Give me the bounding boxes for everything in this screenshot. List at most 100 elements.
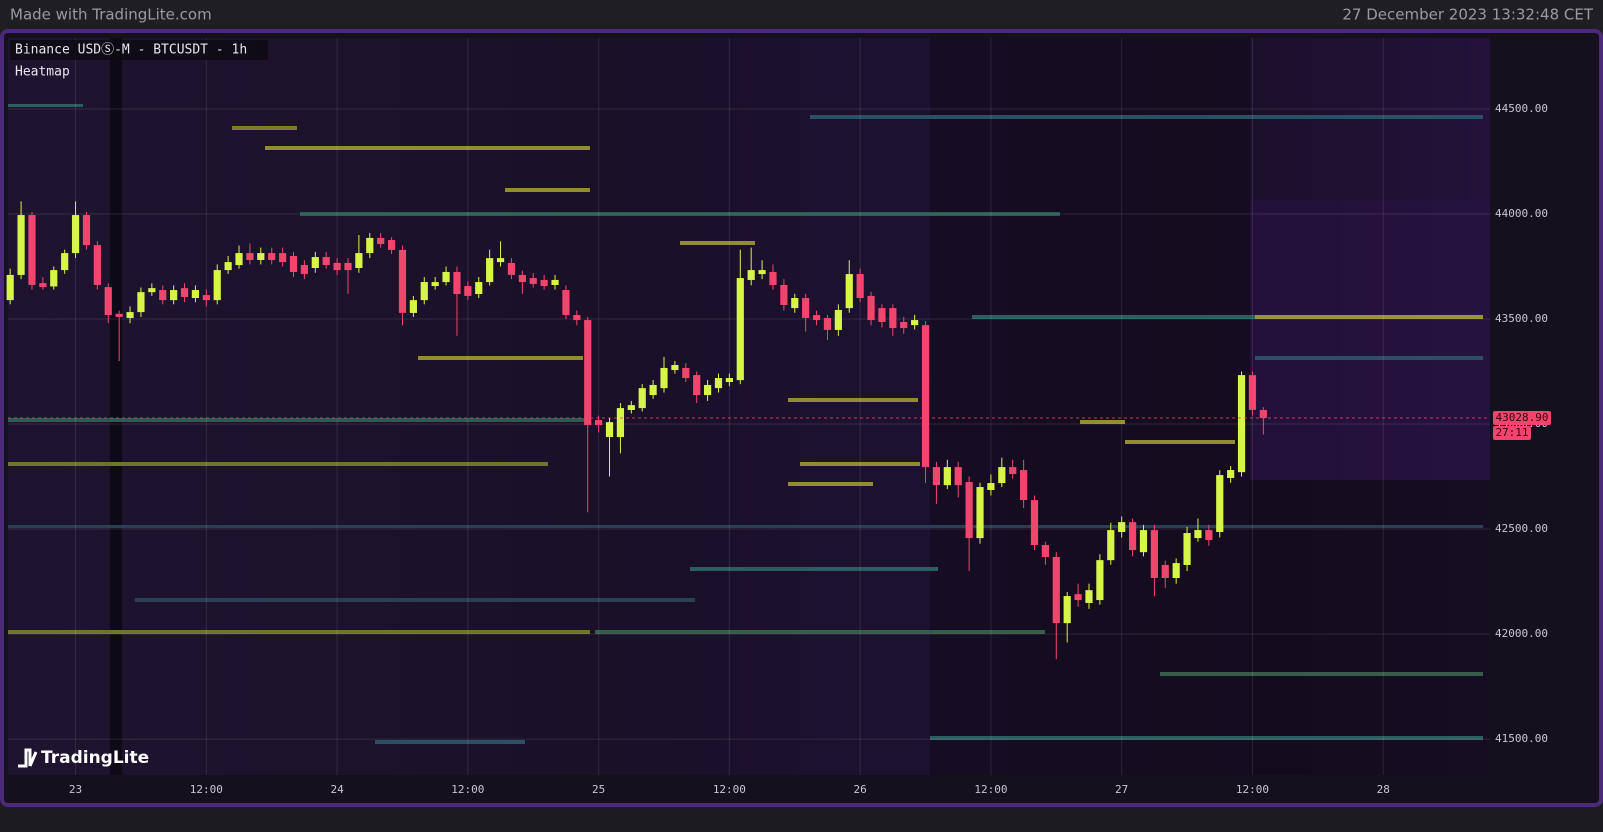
candles — [6, 201, 1490, 660]
candle-body — [518, 274, 526, 283]
candle-body — [1107, 530, 1115, 561]
candle-body — [1194, 530, 1202, 539]
chart-title: Binance USDⓈ-M - BTCUSDT - 1h — [15, 43, 247, 58]
brand-name: TradingLite — [41, 748, 149, 768]
candle-body — [693, 375, 701, 396]
candle-body — [1139, 530, 1148, 553]
candle-body — [93, 245, 101, 285]
candle-body — [224, 262, 232, 271]
heatmap-level — [690, 567, 938, 571]
candle-body — [279, 253, 287, 263]
x-tick-label: 25 — [592, 783, 605, 796]
candle-body — [529, 278, 537, 284]
candle-body — [584, 320, 592, 426]
heatmap-level — [300, 212, 1060, 216]
heatmap-level — [232, 126, 297, 130]
x-tick-label: 12:00 — [1236, 783, 1269, 796]
heatmap-level — [8, 104, 83, 107]
candle-body — [769, 271, 777, 285]
candle-body — [638, 388, 646, 409]
candle-body — [137, 292, 145, 313]
candle-body — [932, 467, 941, 486]
candle-body — [1183, 533, 1191, 565]
candle-body — [965, 482, 973, 539]
candle-body — [355, 253, 363, 268]
candle-body — [1030, 500, 1039, 546]
candle-body — [1172, 563, 1180, 578]
candle-body — [1128, 522, 1137, 551]
candle-body — [17, 215, 25, 275]
candle-body — [148, 288, 156, 293]
heatmap-level — [930, 736, 1483, 740]
candle-body — [366, 237, 374, 254]
countdown-tag — [1493, 425, 1531, 440]
candle-body — [900, 321, 908, 329]
x-tick-label: 24 — [330, 783, 344, 796]
candle-body — [180, 288, 189, 297]
title-bg — [10, 40, 268, 60]
candle-body — [333, 262, 341, 271]
candle-body — [431, 282, 439, 287]
heatmap-level — [8, 418, 588, 422]
heatmap-level — [8, 462, 548, 466]
heatmap-level — [265, 146, 590, 150]
candle-body — [1074, 594, 1082, 601]
candle-body — [703, 384, 712, 396]
heatmap-zone — [1250, 200, 1490, 480]
y-tick-label: 43500.00 — [1495, 312, 1548, 325]
candle-body — [954, 467, 962, 486]
candle-body — [725, 378, 733, 383]
heatmap-level — [972, 315, 1483, 319]
labels: 41500.0042000.0042500.0043000.0043500.00… — [69, 102, 1551, 796]
last-price-tag — [1493, 410, 1551, 425]
candle-body — [812, 315, 821, 321]
candle-body — [747, 270, 755, 280]
candle-body — [551, 279, 559, 285]
candle-body — [409, 300, 417, 313]
candle-body — [823, 317, 832, 330]
candle-body — [911, 320, 919, 326]
heatmap-level — [418, 356, 583, 360]
candle-body — [507, 262, 516, 275]
candle-body — [496, 258, 505, 263]
last-price-label: 43028.90 — [1496, 411, 1549, 424]
candle-body — [540, 279, 548, 287]
candle-body — [943, 467, 951, 486]
candle-body — [398, 249, 407, 313]
heatmap-zone — [1250, 480, 1490, 775]
candle-body — [82, 215, 91, 246]
candle-body — [311, 257, 319, 268]
x-tick-label: 23 — [69, 783, 82, 796]
candle-body — [246, 253, 254, 261]
candle-body — [126, 312, 134, 318]
candle-body — [322, 257, 330, 266]
x-tick-label: 26 — [854, 783, 867, 796]
heatmap-level — [1255, 315, 1483, 319]
chart-subtitle: Heatmap — [15, 65, 70, 80]
candle-body — [115, 313, 123, 317]
candle-body — [714, 378, 723, 389]
candle-body — [464, 286, 472, 296]
heatmap-level — [800, 462, 920, 466]
candle-body — [1052, 556, 1060, 624]
candle-body — [671, 365, 679, 371]
heatmap-level — [1125, 440, 1235, 444]
candle-body — [998, 467, 1006, 484]
candle-body — [420, 282, 428, 301]
x-tick-label: 12:00 — [713, 783, 746, 796]
heatmap-level — [595, 630, 1045, 634]
candle-body — [1041, 545, 1049, 557]
brand-logo — [18, 748, 38, 768]
candle-body — [1009, 467, 1017, 475]
y-tick-label: 44500.00 — [1495, 102, 1548, 115]
candle-body — [780, 284, 788, 305]
candle-body — [867, 295, 875, 321]
candle-body — [289, 256, 298, 272]
candle-body — [1063, 596, 1071, 624]
x-tick-label: 12:00 — [190, 783, 223, 796]
y-tick-label: 44000.00 — [1495, 207, 1548, 220]
candle-body — [1248, 375, 1257, 410]
watermark-text: Made with TradingLite.com — [10, 6, 212, 24]
candle-body — [1096, 560, 1104, 601]
